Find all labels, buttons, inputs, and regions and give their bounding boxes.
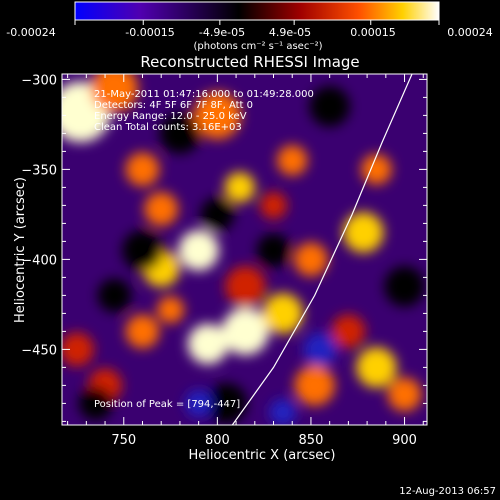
heatmap-blob xyxy=(125,152,160,187)
plot-frame xyxy=(61,73,428,426)
axis-ticks xyxy=(62,74,427,425)
colorbar-tick-label: 0.00024 xyxy=(447,26,493,39)
x-tick-label: 900 xyxy=(392,433,417,448)
solar-limb-curve xyxy=(231,74,413,425)
x-tick-label: 850 xyxy=(299,433,324,448)
colorbar-ticks xyxy=(74,20,440,25)
colorbar-tick-label: 4.9e-05 xyxy=(269,26,311,39)
y-tick-label: −350 xyxy=(21,163,57,178)
y-tick-label: −400 xyxy=(21,253,57,268)
colorbar-tick-label: -0.00024 xyxy=(6,26,55,39)
info-line-detectors: Detectors: 4F 5F 6F 7F 8F, Att 0 xyxy=(94,100,253,111)
heatmap-blob xyxy=(224,172,255,203)
heatmap-blobs xyxy=(62,74,425,425)
heatmap-blob xyxy=(221,307,270,355)
x-axis-title: Heliocentric X (arcsec) xyxy=(189,448,336,463)
plot-area: 21-May-2011 01:47:16.000 to 01:49:28.000… xyxy=(61,73,428,426)
heatmap-blob xyxy=(206,383,247,424)
info-line-date: 21-May-2011 01:47:16.000 to 01:49:28.000 xyxy=(94,89,314,100)
heatmap-blob xyxy=(157,296,185,324)
colorbar-tick-label: 0.00015 xyxy=(350,26,396,39)
heatmap-blob xyxy=(343,212,384,253)
colorbar-tick-label: -4.9e-05 xyxy=(199,26,245,39)
colorbar-tick-label: -0.00015 xyxy=(125,26,174,39)
colorbar: -0.00024 -0.00015 -4.9e-05 4.9e-05 0.000… xyxy=(6,1,493,52)
heatmap-blob xyxy=(294,365,335,406)
heatmap-blob xyxy=(387,377,422,412)
plot-title: Reconstructed RHESSI Image xyxy=(140,53,359,71)
heatmap-blob xyxy=(62,332,94,367)
heatmap-blob xyxy=(277,145,308,176)
timestamp: 12-Aug-2013 06:57 xyxy=(399,486,496,497)
info-line-counts: Clean Total counts: 3.16E+03 xyxy=(94,122,242,133)
heatmap-blob xyxy=(361,154,392,185)
heatmap-blob xyxy=(331,314,366,349)
heatmap-blob xyxy=(122,230,163,271)
heatmap-blob xyxy=(303,332,338,367)
heatmap-blob xyxy=(200,197,235,232)
heatmap-blob xyxy=(309,86,350,127)
heatmap-blob xyxy=(262,293,304,334)
y-tick-label: −300 xyxy=(21,73,57,88)
heatmap-blob xyxy=(187,323,229,365)
heatmap-blob xyxy=(78,386,113,421)
y-axis-title: Heliocentric Y (arcsec) xyxy=(13,177,28,323)
heatmap-blob xyxy=(159,113,201,154)
heatmap-blob xyxy=(144,192,179,226)
heatmap-blob xyxy=(256,233,291,268)
heatmap-blob xyxy=(125,314,160,349)
heatmap-blob xyxy=(269,398,297,425)
peak-position-label: Position of Peak = [794,-447] xyxy=(94,399,240,410)
colorbar-gradient xyxy=(74,1,440,21)
x-tick-label: 800 xyxy=(205,433,230,448)
info-line-energy: Energy Range: 12.0 - 25.0 keV xyxy=(94,111,247,122)
y-tick-label: −450 xyxy=(21,343,57,358)
x-tick-label: 750 xyxy=(111,433,136,448)
heatmap-blob xyxy=(225,266,266,307)
heatmap-blob xyxy=(178,230,219,271)
heatmap-blob xyxy=(384,266,425,307)
heatmap-blob xyxy=(193,91,241,139)
heatmap-blob xyxy=(260,191,287,219)
colorbar-unit-label: (photons cm⁻² s⁻¹ asec⁻²) xyxy=(193,41,322,52)
heatmap-blob xyxy=(294,242,328,277)
heatmap-blob xyxy=(356,347,397,388)
heatmap-blob xyxy=(90,74,138,112)
heatmap-blob xyxy=(185,389,213,417)
heatmap-blob xyxy=(97,278,132,313)
